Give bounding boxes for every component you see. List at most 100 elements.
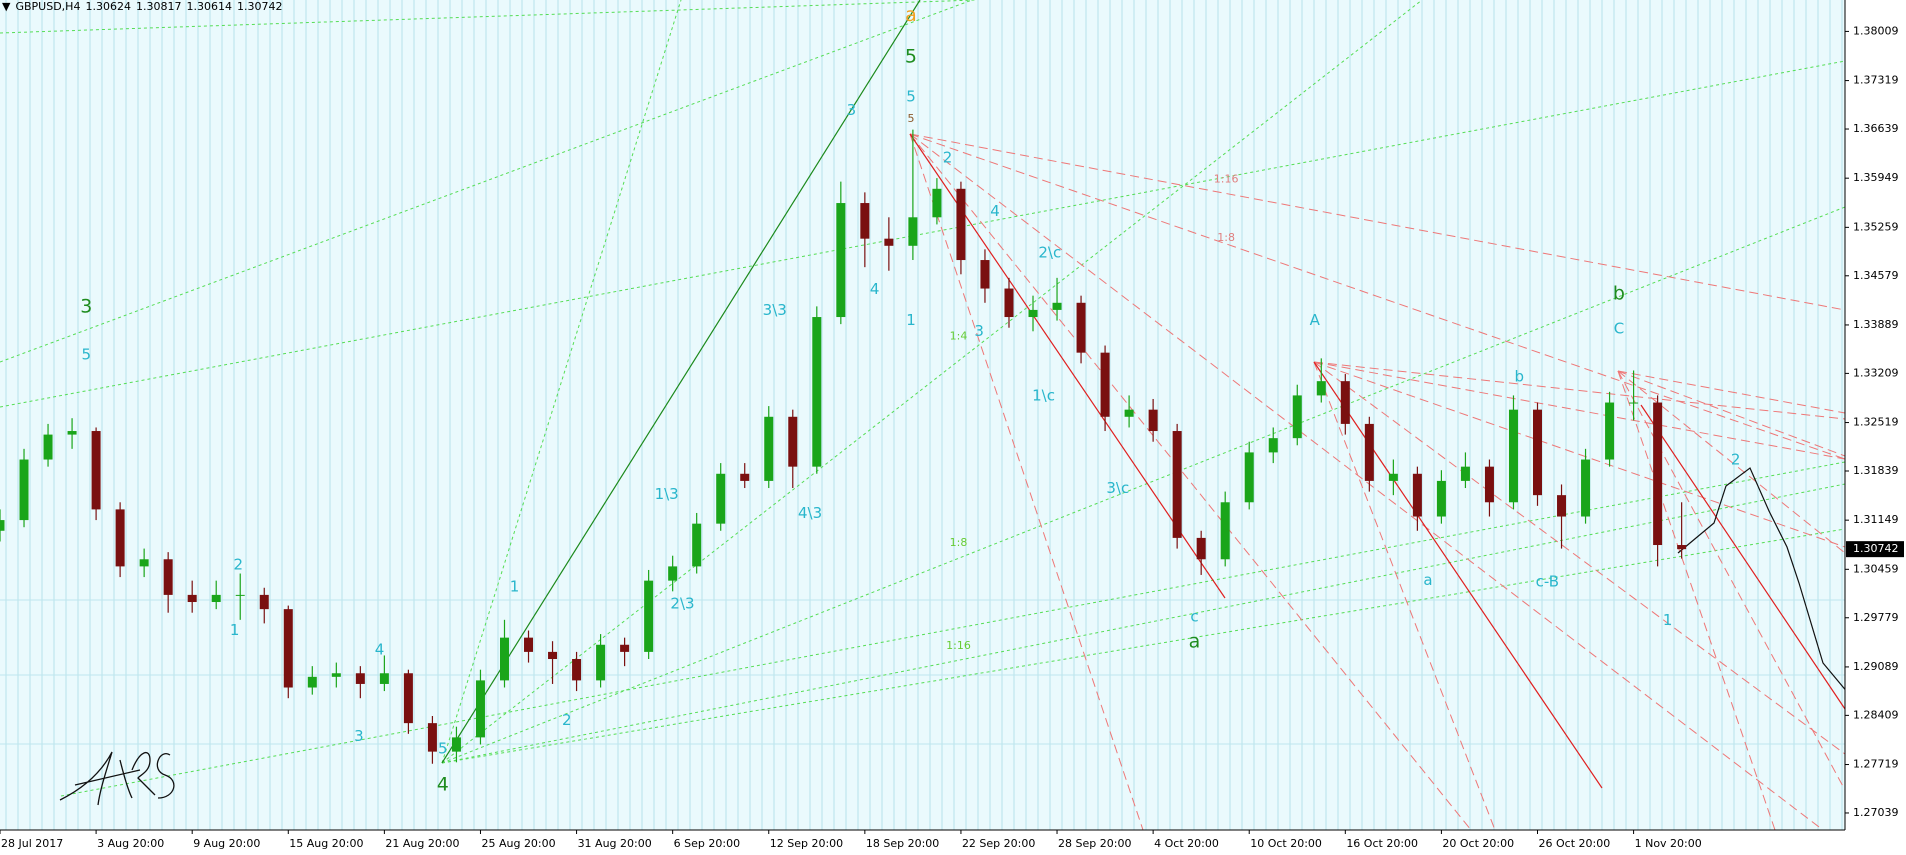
y-tick-label: 1.34579 <box>1853 269 1899 282</box>
wave-label: b <box>1613 283 1625 305</box>
candle-body <box>283 609 293 688</box>
candle-body <box>1196 537 1206 560</box>
candle-body <box>235 594 245 596</box>
candle-body <box>115 509 125 567</box>
candle-body <box>451 737 461 752</box>
wave-label: 1:8 <box>1217 231 1235 244</box>
wave-label: 4 <box>375 640 385 658</box>
candle-body <box>548 651 558 660</box>
wave-label: 5 <box>81 345 91 363</box>
y-tick-label: 1.27719 <box>1853 758 1899 771</box>
candle-body <box>956 188 966 261</box>
candle-body <box>307 676 317 688</box>
candle-body <box>1220 502 1230 560</box>
x-tick-label: 3 Aug 20:00 <box>97 837 164 850</box>
candle-body <box>0 520 5 531</box>
price-axis-background <box>1845 0 1906 855</box>
wave-label: 3 <box>80 296 92 318</box>
axes: 1.38009 1.37319 1.36639 1.35949 1.35259 1.345… <box>0 24 1904 850</box>
wave-label: 1 <box>230 621 240 639</box>
wave-label: a <box>1423 571 1432 589</box>
wave-label: b <box>1514 367 1524 385</box>
current-price-box <box>1846 541 1904 558</box>
candle-body <box>19 459 29 521</box>
candle-body <box>836 203 846 318</box>
candle-body <box>1557 495 1567 517</box>
candle-body <box>67 431 77 435</box>
high: 1.30817 <box>135 0 182 13</box>
wave-label: 2 <box>943 149 953 167</box>
x-tick-label: 10 Oct 20:00 <box>1250 837 1322 850</box>
candle-body <box>427 723 437 752</box>
x-tick-label: 21 Aug 20:00 <box>385 837 459 850</box>
candle-body <box>1533 409 1542 496</box>
current-price-label: 1.30742 <box>1853 542 1899 555</box>
candle-body <box>1076 302 1086 353</box>
x-tick-label: 9 Aug 20:00 <box>193 837 260 850</box>
x-tick-label: 6 Sep 20:00 <box>674 837 740 850</box>
wave-label: 5 <box>906 87 916 105</box>
x-tick-label: 18 Sep 20:00 <box>866 837 939 850</box>
green-fan-lines <box>0 0 1846 797</box>
candle-body <box>524 637 534 652</box>
candle-body <box>1605 402 1615 460</box>
symbol: GBPUSD,H4 <box>15 0 81 13</box>
y-tick-label: 1.29779 <box>1853 611 1899 624</box>
menu-arrow: ▼ <box>2 0 11 13</box>
candle-body <box>475 680 485 738</box>
candle-body <box>355 673 365 684</box>
x-tick-label: 4 Oct 20:00 <box>1154 837 1219 850</box>
candle-body <box>1028 309 1038 318</box>
wave-label: 2 <box>562 711 572 729</box>
candle-body <box>1244 452 1254 503</box>
x-tick-label: 15 Aug 20:00 <box>289 837 363 850</box>
candle-body <box>1172 431 1182 538</box>
candle-body <box>163 559 173 595</box>
y-tick-label: 1.29089 <box>1853 660 1899 673</box>
wave-label: C <box>1614 320 1624 338</box>
wave-label: A <box>1310 311 1321 329</box>
y-tick-label: 1.35949 <box>1853 171 1899 184</box>
candle-body <box>43 434 53 460</box>
candle-body <box>908 217 918 246</box>
candle-body <box>932 188 942 218</box>
x-tick-label: 26 Oct 20:00 <box>1539 837 1611 850</box>
wave-label: 2\3 <box>670 595 694 613</box>
wave-label: 3 <box>354 727 364 745</box>
candle-body <box>1100 352 1110 417</box>
candle-body <box>980 260 990 289</box>
wave-label: 3 <box>847 101 857 119</box>
candles <box>0 129 1687 764</box>
candle-body <box>788 416 798 467</box>
candle-body <box>1124 409 1134 417</box>
candle-body <box>764 416 774 481</box>
candle-body <box>692 523 702 567</box>
open: 1.30624 <box>85 0 131 13</box>
x-tick-label: 16 Oct 20:00 <box>1346 837 1418 850</box>
candle-body <box>1484 466 1494 503</box>
candle-body <box>259 594 269 610</box>
candle-body <box>91 431 101 510</box>
candle-body <box>644 580 654 652</box>
candle-body <box>668 566 678 581</box>
candle-body <box>211 594 221 603</box>
x-tick-label: 25 Aug 20:00 <box>481 837 555 850</box>
x-tick-label: 28 Jul 2017 <box>1 837 63 850</box>
x-tick-label: 28 Sep 20:00 <box>1058 837 1131 850</box>
wave-label: 1:16 <box>1214 173 1239 186</box>
wave-label: 5 <box>438 739 448 757</box>
wave-label: 1\3 <box>655 485 679 503</box>
wave-label: 4 <box>437 774 449 796</box>
x-tick-label: 1 Nov 20:00 <box>1635 837 1702 850</box>
time-axis-background <box>0 830 1845 855</box>
x-tick-label: 31 Aug 20:00 <box>578 837 652 850</box>
candle-body <box>1629 402 1639 404</box>
wave-label: 3\c <box>1106 479 1129 497</box>
candle-body <box>1388 473 1398 481</box>
candle-body <box>1508 409 1518 503</box>
y-tick-label: 1.31839 <box>1853 464 1899 477</box>
close: 1.30742 <box>236 0 283 13</box>
chart-header: ▼ GBPUSD,H4 1.30624 1.30817 1.30614 1.30742 <box>2 0 287 13</box>
wave-label: 3 <box>974 322 984 340</box>
